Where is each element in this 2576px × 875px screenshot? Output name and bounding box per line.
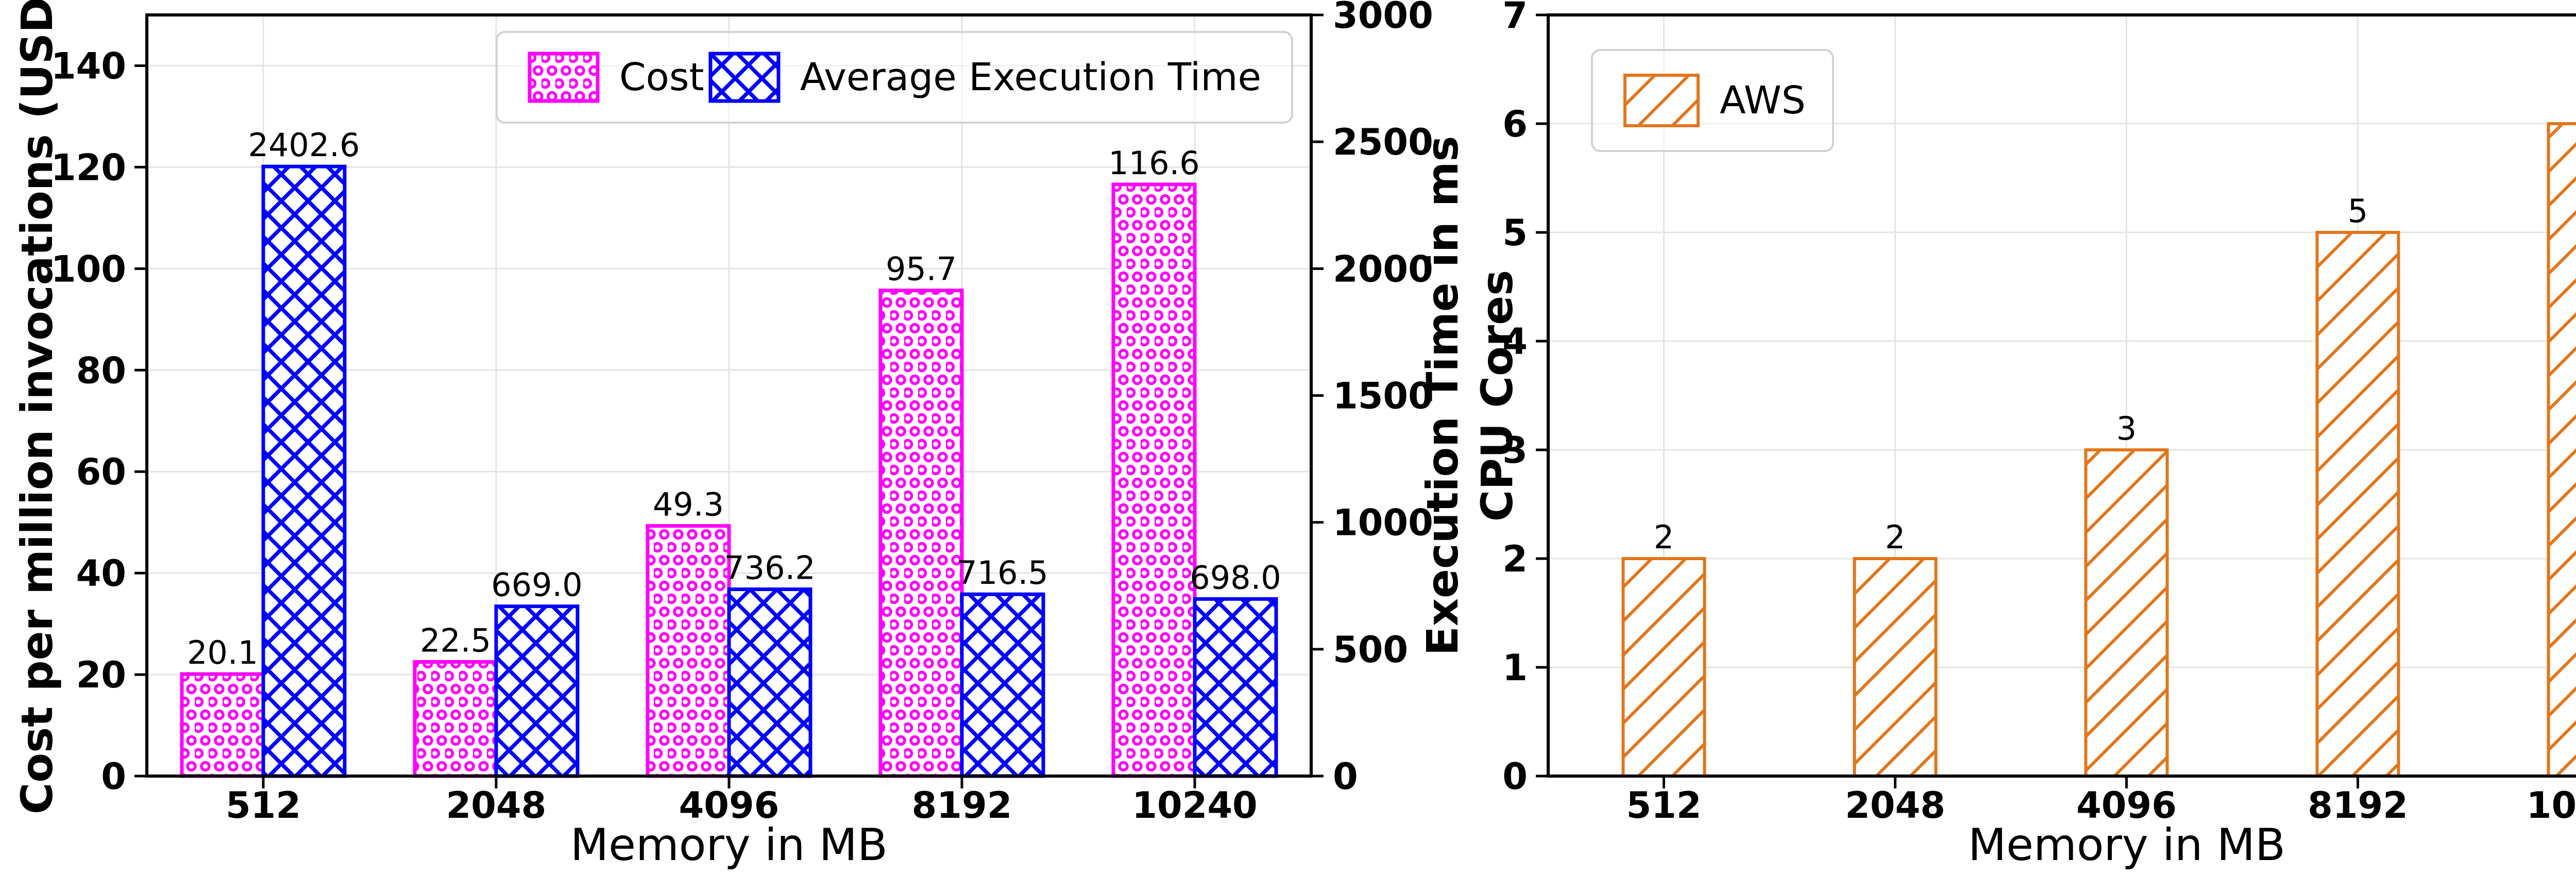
- aws-swatch-icon: [1623, 74, 1700, 127]
- right-y-axis-tick-label: 2500: [1333, 121, 1433, 163]
- bar-cost: [878, 289, 964, 778]
- x-axis-tick-label: 10240: [1132, 784, 1258, 827]
- bar-cost: [180, 672, 265, 778]
- right-chart-y-axis-label: CPU Cores: [1472, 270, 1522, 522]
- bar-cost: [646, 524, 731, 778]
- x-axis-tick-label: 4096: [2076, 784, 2177, 827]
- y-axis-tick-label: 80: [76, 349, 126, 392]
- right-y-axis-tick-label: 0: [1333, 755, 1358, 798]
- x-axis-tick-label: 2048: [446, 784, 547, 827]
- y-axis-tick-label: 120: [51, 146, 126, 189]
- bar-value-label: 5: [2348, 192, 2368, 230]
- right-chart-legend: AWS: [1591, 49, 1834, 152]
- legend-label-cost: Cost: [619, 55, 704, 99]
- right-y-axis-tick-label: 3000: [1333, 0, 1433, 37]
- bar-average-execution-time: [727, 587, 812, 778]
- left-chart-x-axis-label: Memory in MB: [570, 819, 888, 871]
- x-axis-tick-label: 8192: [912, 784, 1012, 827]
- left-chart-y-axis-label: Cost per million invocations (USD): [12, 0, 62, 815]
- x-axis-tick-label: 8192: [2308, 784, 2408, 827]
- legend-entry-avg-execution-time: Average Execution Time: [708, 52, 1261, 103]
- y-axis-tick-label: 5: [1502, 212, 1528, 254]
- y-axis-tick-label: 6: [1502, 103, 1528, 145]
- bar-value-label: 716.5: [957, 554, 1048, 592]
- left-chart-right-y-axis-label: Execution Time in ms: [1417, 136, 1468, 656]
- x-axis-tick-label: 512: [226, 784, 301, 827]
- y-axis-tick-label: 140: [51, 45, 126, 87]
- right-chart-x-axis-label: Memory in MB: [1968, 819, 2286, 871]
- bar-value-label: 116.6: [1108, 144, 1200, 182]
- left-chart-legend: Cost Average Execution Time: [496, 31, 1293, 124]
- legend-label-aws: AWS: [1720, 78, 1806, 123]
- bar-value-label: 2: [1885, 518, 1905, 556]
- bar-value-label: 3: [2116, 410, 2137, 447]
- bar-aws: [1853, 557, 1938, 778]
- legend-label-avg-execution-time: Average Execution Time: [800, 55, 1261, 99]
- y-axis-tick-label: 100: [51, 248, 126, 290]
- y-axis-tick-label: 60: [76, 451, 126, 493]
- bar-value-label: 22.5: [420, 621, 491, 659]
- y-axis-tick-label: 3: [1502, 429, 1528, 472]
- bar-aws: [2315, 231, 2400, 778]
- right-y-axis-tick-label: 1000: [1333, 502, 1433, 544]
- legend-entry-cost: Cost: [528, 52, 704, 103]
- y-axis-tick-label: 1: [1502, 647, 1528, 689]
- x-axis-tick-label: 2048: [1845, 784, 1945, 827]
- x-axis-tick-label: 512: [1626, 784, 1701, 827]
- bar-average-execution-time: [261, 164, 347, 778]
- bar-average-execution-time: [494, 604, 580, 778]
- y-axis-tick-label: 20: [76, 654, 126, 696]
- right-y-axis-tick-label: 1500: [1333, 375, 1433, 417]
- x-axis-tick-label: 4096: [679, 784, 779, 827]
- y-axis-tick-label: 40: [76, 552, 126, 595]
- bar-average-execution-time: [1193, 597, 1278, 778]
- right-y-axis-tick-label: 500: [1333, 629, 1408, 671]
- bar-aws: [1621, 557, 1706, 778]
- y-axis-tick-label: 4: [1502, 321, 1528, 363]
- y-axis-tick-label: 0: [1502, 755, 1528, 798]
- x-axis-tick-label: 10240: [2527, 784, 2576, 827]
- bar-value-label: 698.0: [1190, 559, 1281, 596]
- y-axis-tick-label: 0: [101, 755, 126, 798]
- bar-cost: [413, 660, 498, 778]
- y-axis-tick-label: 7: [1502, 0, 1528, 37]
- legend-entry-aws: AWS: [1623, 73, 1806, 128]
- cost-swatch-icon: [528, 52, 600, 103]
- bar-value-label: 49.3: [653, 486, 724, 524]
- bar-value-label: 736.2: [724, 549, 816, 587]
- bar-value-label: 669.0: [491, 566, 583, 604]
- bar-aws: [2084, 448, 2169, 778]
- bar-aws: [2547, 122, 2576, 778]
- bar-cost: [1111, 182, 1197, 778]
- right-y-axis-tick-label: 2000: [1333, 248, 1433, 290]
- y-axis-tick-label: 2: [1502, 538, 1528, 580]
- bar-value-label: 2: [1654, 518, 1674, 556]
- bar-value-label: 20.1: [187, 634, 258, 671]
- execution-time-swatch-icon: [708, 52, 781, 103]
- bar-average-execution-time: [960, 592, 1045, 778]
- bar-value-label: 2402.6: [248, 126, 360, 164]
- bar-value-label: 95.7: [886, 250, 957, 288]
